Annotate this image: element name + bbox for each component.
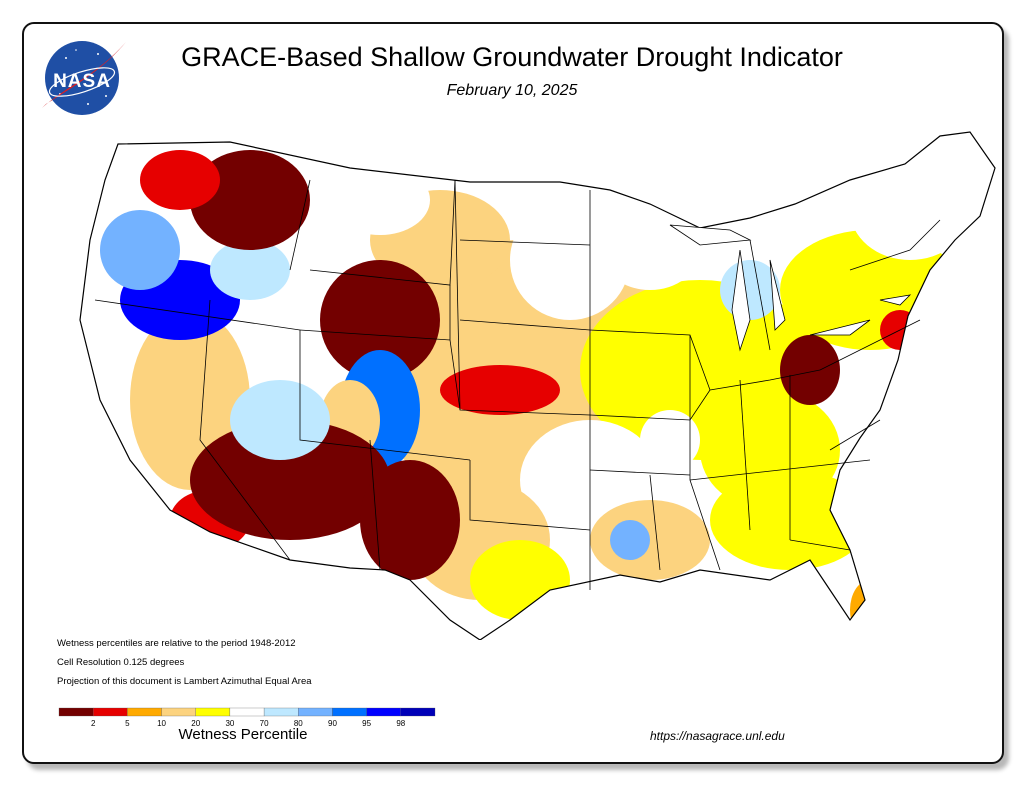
legend-swatch — [229, 707, 265, 717]
legend-swatch — [298, 707, 333, 717]
source-url[interactable]: https://nasagrace.unl.edu — [650, 729, 785, 743]
note-resolution: Cell Resolution 0.125 degrees — [57, 657, 185, 668]
legend-tick-label: 98 — [396, 719, 405, 728]
map-date: February 10, 2025 — [446, 82, 578, 99]
legend-tick-label: 2 — [91, 719, 96, 728]
legend-tick-label: 90 — [328, 719, 337, 728]
legend-tick-label: 5 — [125, 719, 130, 728]
legend-swatch — [366, 707, 401, 717]
legend-swatch — [400, 707, 436, 717]
note-period: Wetness percentiles are relative to the … — [57, 638, 296, 649]
legend-swatch — [332, 707, 367, 717]
legend-tick-label: 80 — [294, 719, 303, 728]
nasa-logo-text: NASA — [53, 71, 111, 92]
us-drought-map — [79, 131, 996, 640]
legend-title: Wetness Percentile — [179, 726, 308, 743]
map-notes: Wetness percentiles are relative to the … — [57, 638, 312, 695]
map-title: GRACE-Based Shallow Groundwater Drought … — [181, 42, 843, 72]
nasa-logo: NASA — [42, 41, 126, 115]
region-montana-west — [190, 150, 310, 250]
legend-swatch — [93, 707, 128, 717]
region-wyoming-colorado — [320, 260, 440, 380]
region-arizona-new-mexico — [190, 420, 390, 540]
note-projection: Projection of this document is Lambert A… — [57, 676, 312, 687]
legend-swatch — [127, 707, 162, 717]
legend-tick-label: 30 — [225, 719, 234, 728]
legend-tick-label: 10 — [157, 719, 166, 728]
wetness-legend: 2 5 10 20 30 70 80 90 95 98 Wetness Percentile — [58, 707, 436, 743]
legend-swatch — [58, 707, 94, 717]
great-lakes — [669, 224, 912, 352]
legend-tick-label: 95 — [362, 719, 371, 728]
state-borders — [79, 131, 996, 640]
legend-swatch — [263, 707, 299, 717]
legend-swatch — [195, 707, 231, 717]
legend-swatch — [161, 707, 196, 717]
legend-tick-label: 20 — [191, 719, 200, 728]
legend-tick-label: 70 — [260, 719, 269, 728]
